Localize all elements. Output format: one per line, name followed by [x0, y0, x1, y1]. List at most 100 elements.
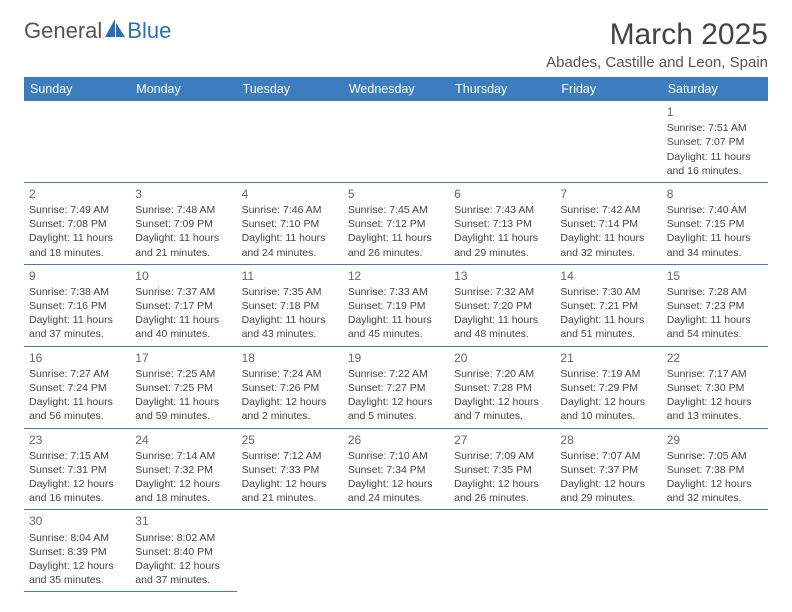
- calendar-day-cell: 1Sunrise: 7:51 AMSunset: 7:07 PMDaylight…: [662, 101, 768, 182]
- logo-sail-icon: [104, 18, 126, 44]
- location-text: Abades, Castille and Leon, Spain: [546, 54, 768, 71]
- day-number: 15: [667, 268, 763, 284]
- weekday-header: Thursday: [449, 77, 555, 101]
- calendar-week-row: 23Sunrise: 7:15 AMSunset: 7:31 PMDayligh…: [24, 428, 768, 510]
- calendar-day-cell: 30 Sunrise: 8:04 AMSunset: 8:39 PMDayligh…: [24, 510, 130, 592]
- calendar-week-row: 30 Sunrise: 8:04 AMSunset: 8:39 PMDayligh…: [24, 510, 768, 592]
- calendar-empty-cell: [555, 510, 661, 592]
- calendar-week-row: 9Sunrise: 7:38 AMSunset: 7:16 PMDaylight…: [24, 264, 768, 346]
- calendar-day-cell: 20Sunrise: 7:20 AMSunset: 7:28 PMDayligh…: [449, 346, 555, 428]
- day-number: 11: [242, 268, 338, 284]
- day-info: Sunrise: 7:10 AMSunset: 7:34 PMDaylight:…: [348, 449, 444, 506]
- calendar-empty-cell: [343, 101, 449, 182]
- calendar-day-cell: 28Sunrise: 7:07 AMSunset: 7:37 PMDayligh…: [555, 428, 661, 510]
- weekday-header: Wednesday: [343, 77, 449, 101]
- day-info: Sunrise: 7:27 AMSunset: 7:24 PMDaylight:…: [29, 367, 125, 424]
- day-number: 1: [667, 104, 763, 120]
- calendar-empty-cell: [237, 510, 343, 592]
- calendar-empty-cell: [662, 510, 768, 592]
- day-number: 30: [29, 513, 125, 529]
- calendar-head: SundayMondayTuesdayWednesdayThursdayFrid…: [24, 77, 768, 101]
- day-info: Sunrise: 7:49 AMSunset: 7:08 PMDaylight:…: [29, 203, 125, 260]
- day-info: Sunrise: 7:43 AMSunset: 7:13 PMDaylight:…: [454, 203, 550, 260]
- day-number: 22: [667, 350, 763, 366]
- calendar-day-cell: 8Sunrise: 7:40 AMSunset: 7:15 PMDaylight…: [662, 182, 768, 264]
- day-number: 25: [242, 432, 338, 448]
- calendar-day-cell: 2Sunrise: 7:49 AMSunset: 7:08 PMDaylight…: [24, 182, 130, 264]
- day-info: Sunrise: 7:07 AMSunset: 7:37 PMDaylight:…: [560, 449, 656, 506]
- day-number: 18: [242, 350, 338, 366]
- month-title: March 2025: [546, 18, 768, 52]
- day-info: Sunrise: 7:32 AMSunset: 7:20 PMDaylight:…: [454, 285, 550, 342]
- day-number: 26: [348, 432, 444, 448]
- day-info: Sunrise: 7:42 AMSunset: 7:14 PMDaylight:…: [560, 203, 656, 260]
- day-number: 20: [454, 350, 550, 366]
- title-block: March 2025 Abades, Castille and Leon, Sp…: [546, 18, 768, 71]
- day-number: 27: [454, 432, 550, 448]
- calendar-day-cell: 27Sunrise: 7:09 AMSunset: 7:35 PMDayligh…: [449, 428, 555, 510]
- day-info: Sunrise: 7:20 AMSunset: 7:28 PMDaylight:…: [454, 367, 550, 424]
- day-info: Sunrise: 7:40 AMSunset: 7:15 PMDaylight:…: [667, 203, 763, 260]
- calendar-day-cell: 19Sunrise: 7:22 AMSunset: 7:27 PMDayligh…: [343, 346, 449, 428]
- calendar-empty-cell: [449, 510, 555, 592]
- logo: General Blue: [24, 18, 171, 44]
- day-info: Sunrise: 8:02 AMSunset: 8:40 PMDaylight:…: [135, 531, 231, 588]
- calendar-empty-cell: [130, 101, 236, 182]
- calendar-day-cell: 17Sunrise: 7:25 AMSunset: 7:25 PMDayligh…: [130, 346, 236, 428]
- day-number: 23: [29, 432, 125, 448]
- day-number: 10: [135, 268, 231, 284]
- calendar-day-cell: 23Sunrise: 7:15 AMSunset: 7:31 PMDayligh…: [24, 428, 130, 510]
- day-info: Sunrise: 7:22 AMSunset: 7:27 PMDaylight:…: [348, 367, 444, 424]
- calendar-day-cell: 10Sunrise: 7:37 AMSunset: 7:17 PMDayligh…: [130, 264, 236, 346]
- calendar-day-cell: 15Sunrise: 7:28 AMSunset: 7:23 PMDayligh…: [662, 264, 768, 346]
- calendar-day-cell: 22Sunrise: 7:17 AMSunset: 7:30 PMDayligh…: [662, 346, 768, 428]
- day-number: 19: [348, 350, 444, 366]
- day-info: Sunrise: 7:05 AMSunset: 7:38 PMDaylight:…: [667, 449, 763, 506]
- calendar-empty-cell: [555, 101, 661, 182]
- day-info: Sunrise: 7:28 AMSunset: 7:23 PMDaylight:…: [667, 285, 763, 342]
- weekday-header: Friday: [555, 77, 661, 101]
- calendar-empty-cell: [449, 101, 555, 182]
- calendar-day-cell: 5Sunrise: 7:45 AMSunset: 7:12 PMDaylight…: [343, 182, 449, 264]
- day-info: Sunrise: 7:25 AMSunset: 7:25 PMDaylight:…: [135, 367, 231, 424]
- day-number: 6: [454, 186, 550, 202]
- day-number: 5: [348, 186, 444, 202]
- calendar-empty-cell: [24, 101, 130, 182]
- day-number: 31: [135, 513, 231, 529]
- day-number: 29: [667, 432, 763, 448]
- day-number: 28: [560, 432, 656, 448]
- calendar-day-cell: 13Sunrise: 7:32 AMSunset: 7:20 PMDayligh…: [449, 264, 555, 346]
- calendar-day-cell: 18Sunrise: 7:24 AMSunset: 7:26 PMDayligh…: [237, 346, 343, 428]
- day-info: Sunrise: 7:38 AMSunset: 7:16 PMDaylight:…: [29, 285, 125, 342]
- day-number: 24: [135, 432, 231, 448]
- page-header: General Blue March 2025 Abades, Castille…: [24, 18, 768, 71]
- day-number: 12: [348, 268, 444, 284]
- calendar-day-cell: 11Sunrise: 7:35 AMSunset: 7:18 PMDayligh…: [237, 264, 343, 346]
- calendar-empty-cell: [343, 510, 449, 592]
- logo-text-1: General: [24, 18, 102, 44]
- logo-text-2: Blue: [127, 18, 171, 44]
- day-info: Sunrise: 7:46 AMSunset: 7:10 PMDaylight:…: [242, 203, 338, 260]
- day-info: Sunrise: 8:04 AMSunset: 8:39 PMDaylight:…: [29, 531, 125, 588]
- day-number: 7: [560, 186, 656, 202]
- day-info: Sunrise: 7:37 AMSunset: 7:17 PMDaylight:…: [135, 285, 231, 342]
- day-info: Sunrise: 7:35 AMSunset: 7:18 PMDaylight:…: [242, 285, 338, 342]
- day-info: Sunrise: 7:48 AMSunset: 7:09 PMDaylight:…: [135, 203, 231, 260]
- calendar-day-cell: 24Sunrise: 7:14 AMSunset: 7:32 PMDayligh…: [130, 428, 236, 510]
- calendar-week-row: 16Sunrise: 7:27 AMSunset: 7:24 PMDayligh…: [24, 346, 768, 428]
- calendar-day-cell: 6Sunrise: 7:43 AMSunset: 7:13 PMDaylight…: [449, 182, 555, 264]
- calendar-day-cell: 26Sunrise: 7:10 AMSunset: 7:34 PMDayligh…: [343, 428, 449, 510]
- day-number: 2: [29, 186, 125, 202]
- day-number: 8: [667, 186, 763, 202]
- calendar-day-cell: 31 Sunrise: 8:02 AMSunset: 8:40 PMDayligh…: [130, 510, 236, 592]
- day-info: Sunrise: 7:24 AMSunset: 7:26 PMDaylight:…: [242, 367, 338, 424]
- weekday-header: Tuesday: [237, 77, 343, 101]
- day-info: Sunrise: 7:33 AMSunset: 7:19 PMDaylight:…: [348, 285, 444, 342]
- calendar-empty-cell: [237, 101, 343, 182]
- calendar-table: SundayMondayTuesdayWednesdayThursdayFrid…: [24, 77, 768, 592]
- calendar-day-cell: 3Sunrise: 7:48 AMSunset: 7:09 PMDaylight…: [130, 182, 236, 264]
- day-info: Sunrise: 7:14 AMSunset: 7:32 PMDaylight:…: [135, 449, 231, 506]
- calendar-day-cell: 4Sunrise: 7:46 AMSunset: 7:10 PMDaylight…: [237, 182, 343, 264]
- calendar-day-cell: 16Sunrise: 7:27 AMSunset: 7:24 PMDayligh…: [24, 346, 130, 428]
- day-info: Sunrise: 7:19 AMSunset: 7:29 PMDaylight:…: [560, 367, 656, 424]
